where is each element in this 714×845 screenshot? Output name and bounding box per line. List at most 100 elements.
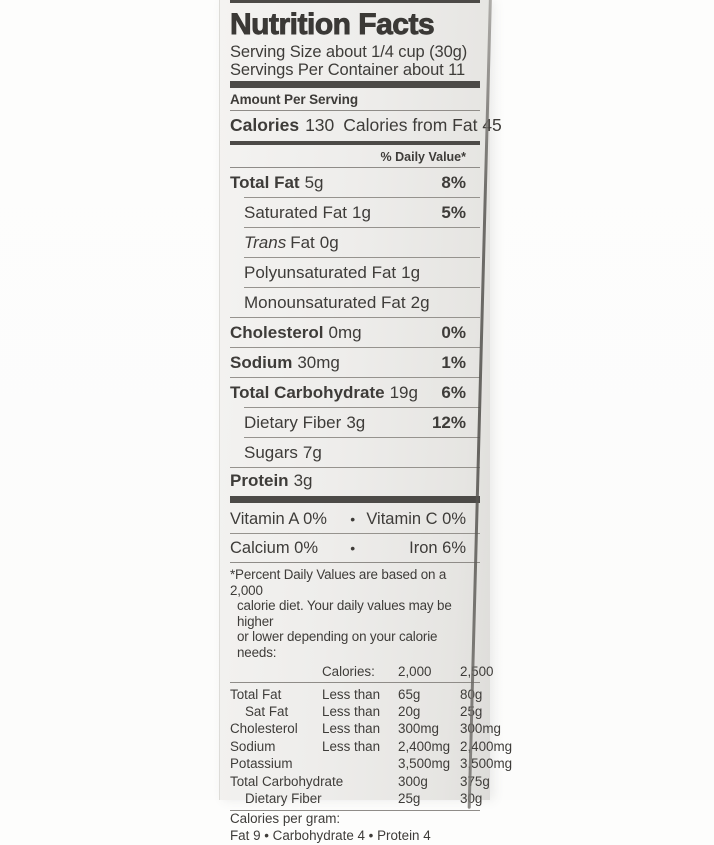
nutrient-amount: 1g	[401, 263, 421, 282]
calories-per-gram-label: Calories per gram:	[230, 811, 341, 827]
footnote-line: *Percent Daily Values are based on a 2,0…	[230, 567, 447, 598]
vitamin-c: Vitamin C 0%	[366, 510, 466, 528]
dv-row-2000: 300mg	[398, 721, 439, 737]
dv-row-qualifier: Less than	[322, 738, 381, 754]
footnote-line: calorie diet. Your daily values may be h…	[237, 598, 452, 629]
dv-row-2500: 30g	[460, 791, 483, 806]
top-rule	[230, 0, 480, 3]
nutrient-amount: 3g	[346, 413, 366, 432]
vitamin-row-a-c: Vitamin A 0% • Vitamin C 0%	[230, 505, 480, 533]
nutrient-name: Protein	[230, 471, 289, 490]
nutrient-name: Polyunsaturated Fat	[244, 263, 397, 282]
vitamin-row-calcium-iron: Calcium 0% • Iron 6%	[230, 533, 480, 562]
nutrient-amount: 0mg	[328, 323, 362, 342]
dv-row-2500: 300mg	[460, 721, 501, 737]
dv-table-row: Dietary Fiber 25g 30g	[230, 790, 483, 807]
calories-per-gram-values: Fat 9 • Carbohydrate 4 • Protein 4	[230, 828, 431, 844]
dv-row-name: Total Carbohydrate	[230, 773, 344, 789]
dv-row-name: Total Fat	[230, 686, 282, 702]
nutrient-amount: 1g	[352, 203, 371, 222]
divider	[230, 167, 480, 168]
thick-rule	[230, 141, 480, 145]
nutrient-name: Sugars	[244, 443, 298, 462]
dv-row-2000: 65g	[398, 686, 421, 702]
dv-row-qualifier: Less than	[322, 686, 381, 702]
nutrient-name: Saturated Fat	[244, 203, 348, 222]
servings-per-container-text: Servings Per Container about 11	[230, 61, 466, 79]
footnote-line: or lower depending on your calorie needs…	[237, 629, 438, 660]
dv-row-2000: 300g	[398, 773, 428, 789]
nutrient-row-trans-fat: Trans Fat 0g	[244, 227, 480, 257]
bullet-separator: •	[350, 511, 356, 527]
dv-table-row: Potassium 3,500mg 3,500mg	[230, 755, 512, 772]
dv-row-qualifier: Less than	[322, 721, 381, 737]
nutrient-name: Cholesterol	[230, 323, 324, 342]
calcium: Calcium 0%	[230, 539, 319, 557]
nutrient-amount: 19g	[389, 383, 418, 402]
nutrition-facts-label: Nutrition Facts Serving Size about 1/4 c…	[219, 0, 512, 843]
daily-value-heading: % Daily Value*	[380, 150, 466, 164]
calories-label: Calories	[230, 115, 300, 135]
calories-per-gram: Calories per gram: Fat 9 • Carbohydrate …	[230, 811, 480, 845]
nutrient-row-dietary-fiber: Dietary Fiber 3g 12%	[244, 407, 480, 437]
dv-table-row: Total Carbohydrate 300g 375g	[230, 773, 490, 790]
dv-row-2000: 20g	[398, 703, 421, 719]
nutrient-amount: 7g	[302, 443, 322, 462]
nutrient-dv: 0%	[441, 323, 466, 342]
thick-rule	[230, 496, 480, 503]
dv-row-2000: 25g	[398, 791, 421, 806]
daily-value-footnote: *Percent Daily Values are based on a 2,0…	[230, 563, 480, 661]
nutrient-row-total-carbohydrate: Total Carbohydrate 19g 6%	[230, 377, 480, 407]
divider	[230, 681, 480, 683]
dv-row-qualifier	[322, 790, 398, 807]
nutrient-name: Sodium	[230, 353, 293, 372]
label-title: Nutrition Facts	[230, 8, 436, 42]
nutrient-row-polyunsaturated-fat: Polyunsaturated Fat 1g	[244, 257, 480, 287]
daily-value-table: Calories: 2,000 2,500 Total Fat Less than…	[230, 661, 512, 808]
dv-table-col-2500: 2,500	[460, 663, 494, 679]
thick-rule	[230, 81, 480, 88]
nutrient-row-protein: Protein 3g	[230, 467, 480, 494]
dv-row-2000: 2,400mg	[398, 738, 451, 754]
nutrient-name: Fat	[290, 233, 315, 252]
dv-table-col-2000: 2,000	[398, 663, 432, 679]
nutrient-row-saturated-fat: Saturated Fat 1g 5%	[244, 197, 480, 227]
nutrient-name: Total Fat	[230, 173, 300, 192]
calories-value: 130	[305, 115, 335, 135]
divider	[230, 110, 480, 111]
dv-row-2500: 3,500mg	[460, 756, 513, 772]
nutrient-row-sodium: Sodium 30mg 1%	[230, 347, 480, 377]
nutrient-name-italic: Trans	[244, 233, 287, 252]
nutrient-amount: 0g	[319, 233, 339, 252]
nutrient-dv: 12%	[431, 413, 466, 432]
vitamin-a: Vitamin A 0%	[230, 510, 327, 528]
nutrient-amount: 5g	[304, 173, 324, 192]
dv-row-name: Dietary Fiber	[245, 791, 322, 806]
calories-from-fat: Calories from Fat 45	[343, 115, 502, 135]
nutrient-dv: 8%	[441, 173, 466, 192]
dv-table-header: Calories: 2,000 2,500	[230, 661, 494, 682]
nutrient-row-total-fat: Total Fat 5g 8%	[230, 168, 480, 197]
amount-per-serving-heading: Amount Per Serving	[230, 92, 358, 107]
dv-row-name: Sodium	[230, 738, 276, 754]
dv-row-2500: 2,400mg	[460, 738, 513, 754]
dv-row-qualifier: Less than	[322, 703, 381, 719]
nutrient-amount: 2g	[410, 293, 430, 312]
nutrient-rows: Total Fat 5g 8% Saturated Fat 1g 5% Trans F…	[230, 168, 480, 494]
nutrient-row-monounsaturated-fat: Monounsaturated Fat 2g	[244, 287, 480, 317]
nutrient-name: Monounsaturated Fat	[244, 293, 406, 312]
divider	[230, 562, 480, 563]
dv-row-name: Cholesterol	[230, 721, 298, 737]
nutrient-amount: 30mg	[297, 353, 340, 372]
dv-row-name: Potassium	[230, 756, 293, 772]
dv-row-qualifier	[322, 755, 398, 772]
nutrient-dv: 1%	[441, 353, 466, 372]
nutrient-dv: 5%	[441, 203, 466, 222]
bullet-separator: •	[350, 540, 356, 556]
dv-table-calories-label: Calories:	[322, 663, 375, 679]
nutrient-row-sugars: Sugars 7g	[244, 437, 480, 467]
nutrient-row-cholesterol: Cholesterol 0mg 0%	[230, 317, 480, 347]
calories-row: Calories 130 Calories from Fat 45	[230, 111, 502, 139]
